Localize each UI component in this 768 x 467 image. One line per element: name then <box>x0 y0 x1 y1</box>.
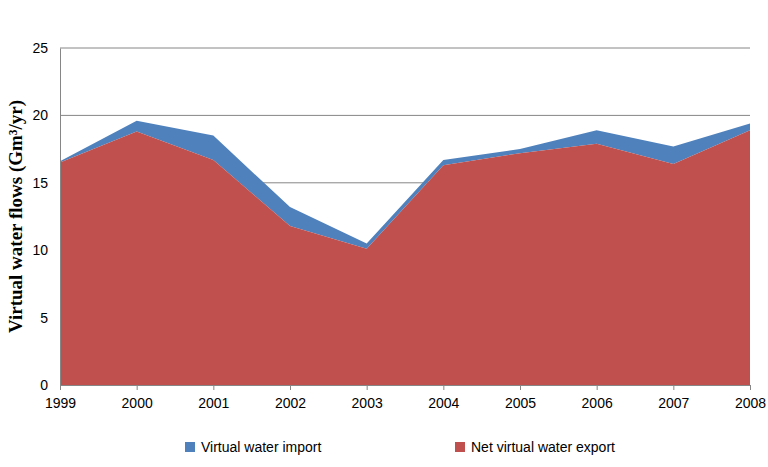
tick: 0 <box>40 377 60 393</box>
tick-label: 2006 <box>582 395 613 411</box>
tick: 25 <box>32 40 60 56</box>
grid <box>60 48 750 385</box>
tick: 15 <box>32 175 60 191</box>
tick: 2007 <box>658 385 689 411</box>
grid-line <box>60 115 750 116</box>
tick-label: 2002 <box>275 395 306 411</box>
tick-label: 2008 <box>735 395 766 411</box>
tick-mark <box>673 385 674 390</box>
tick-label: 15 <box>32 175 48 191</box>
tick-label: 2004 <box>428 395 459 411</box>
legend-item: Virtual water import <box>185 439 321 455</box>
tick: 2008 <box>735 385 766 411</box>
tick-label: 0 <box>40 377 48 393</box>
legend-label: Net virtual water export <box>471 439 615 455</box>
tick-label: 5 <box>40 310 48 326</box>
axis-line <box>60 49 61 386</box>
tick-label: 25 <box>32 40 48 56</box>
legend: Virtual water import Net virtual water ex… <box>185 439 615 455</box>
tick-mark <box>367 385 368 390</box>
tick: 2002 <box>275 385 306 411</box>
tick-mark <box>213 385 214 390</box>
tick-label: 10 <box>32 242 48 258</box>
tick: 2003 <box>352 385 383 411</box>
legend-item: Net virtual water export <box>455 439 615 455</box>
tick-mark <box>290 385 291 390</box>
legend-swatch <box>455 442 465 452</box>
tick-label: 2001 <box>198 395 229 411</box>
chart: 0 5 10 15 20 25 1999 2000 2001 2002 2003 2004 2005 20… <box>0 0 768 467</box>
tick-mark <box>137 385 138 390</box>
tick-mark <box>443 385 444 390</box>
x-axis: 1999 2000 2001 2002 2003 2004 2005 2006 2007 2008 <box>45 385 766 411</box>
plot-area <box>60 121 750 385</box>
tick: 5 <box>40 310 60 326</box>
tick-mark <box>520 385 521 390</box>
tick-label: 2000 <box>122 395 153 411</box>
tick-label: 2005 <box>505 395 536 411</box>
y-axis: 0 5 10 15 20 25 <box>32 40 60 393</box>
legend-swatch <box>185 442 195 452</box>
y-axis-title: Virtual water flows (Gm³/yr) <box>5 100 27 333</box>
area <box>60 130 750 385</box>
tick-label: 2007 <box>658 395 689 411</box>
tick: 20 <box>32 107 60 123</box>
tick: 1999 <box>45 385 76 411</box>
tick: 2005 <box>505 385 536 411</box>
tick: 2006 <box>582 385 613 411</box>
tick: 10 <box>32 242 60 258</box>
tick-mark <box>60 385 61 390</box>
legend-label: Virtual water import <box>201 439 321 455</box>
tick-mark <box>597 385 598 390</box>
tick: 2001 <box>198 385 229 411</box>
tick-label: 20 <box>32 107 48 123</box>
grid-line <box>60 48 750 49</box>
tick: 2004 <box>428 385 459 411</box>
tick-label: 1999 <box>45 395 76 411</box>
tick-mark <box>750 385 751 390</box>
tick-label: 2003 <box>352 395 383 411</box>
axis-line <box>61 386 751 391</box>
tick: 2000 <box>122 385 153 411</box>
